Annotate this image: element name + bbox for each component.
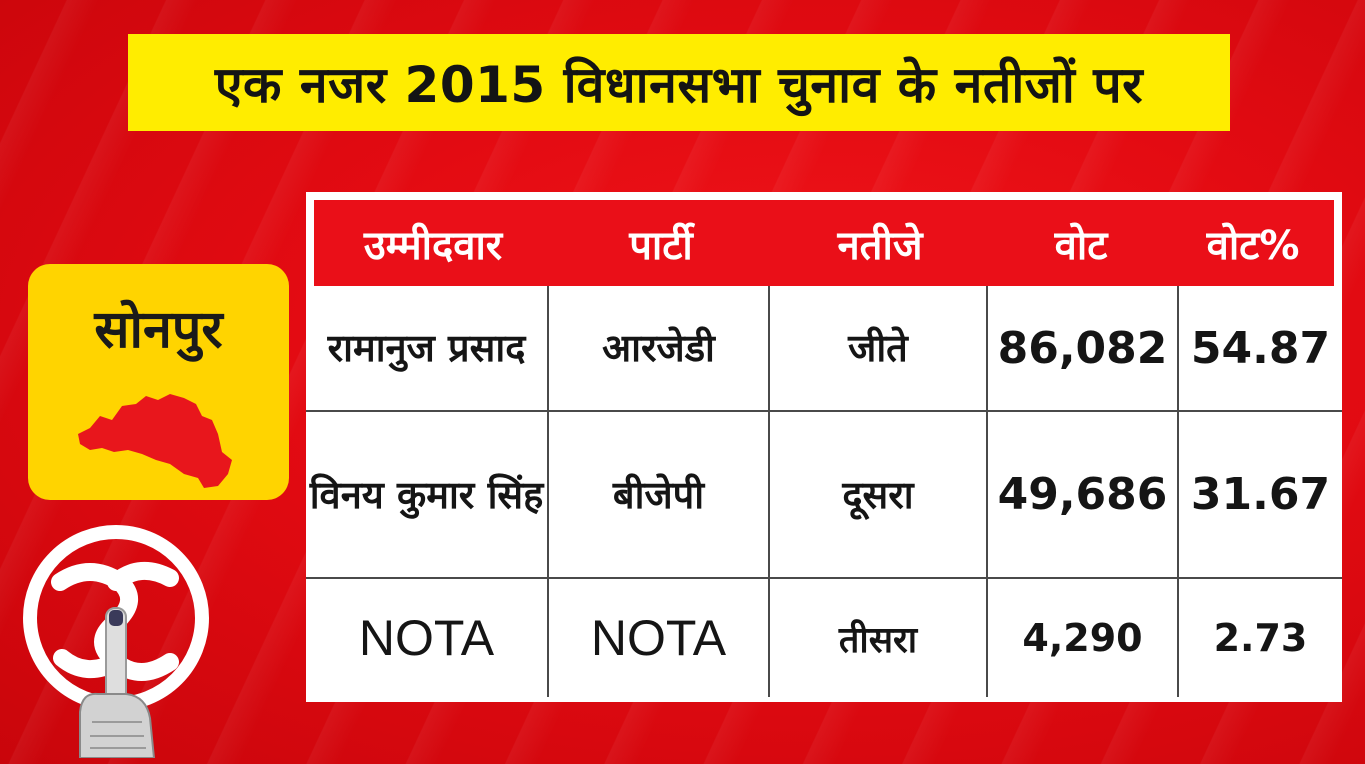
title-banner: एक नजर 2015 विधानसभा चुनाव के नतीजों पर bbox=[128, 34, 1230, 131]
header-result: नतीजे bbox=[837, 222, 923, 269]
cell-candidate: NOTA bbox=[306, 579, 549, 697]
header-party: पार्टी bbox=[629, 222, 693, 269]
header-votes: वोट bbox=[1054, 222, 1108, 269]
table-header: उम्मीदवार पार्टी नतीजे वोट वोट% bbox=[314, 200, 1334, 286]
cell-vote-percent: 2.73 bbox=[1213, 616, 1308, 660]
cell-result: जीते bbox=[770, 286, 988, 410]
cell-party: बीजेपी bbox=[549, 412, 770, 577]
cell-party: NOTA bbox=[549, 579, 770, 697]
cell-party: आरजेडी bbox=[549, 286, 770, 410]
cell-votes: 86,082 bbox=[988, 286, 1179, 410]
header-candidate: उम्मीदवार bbox=[363, 222, 503, 269]
page-title: एक नजर 2015 विधानसभा चुनाव के नतीजों पर bbox=[214, 55, 1144, 114]
cell-candidate: विनय कुमार सिंह bbox=[306, 412, 549, 577]
results-table: उम्मीदवार पार्टी नतीजे वोट वोट% रामानुज … bbox=[306, 192, 1342, 702]
cell-result: दूसरा bbox=[770, 412, 988, 577]
cell-votes: 4,290 bbox=[988, 579, 1179, 697]
constituency-card: सोनपुर bbox=[28, 264, 289, 500]
cell-vote-percent: 54.87 bbox=[1190, 322, 1331, 374]
election-commission-logo-icon bbox=[23, 525, 209, 758]
constituency-map-icon bbox=[78, 394, 232, 488]
cell-result: तीसरा bbox=[770, 579, 988, 697]
table-row: रामानुज प्रसाद आरजेडी जीते 86,082 54.87 bbox=[306, 286, 1342, 412]
constituency-name: सोनपुर bbox=[94, 300, 223, 360]
table-row: NOTA NOTA तीसरा 4,290 2.73 bbox=[306, 579, 1342, 697]
header-vote-percent: वोट% bbox=[1206, 222, 1300, 269]
cell-candidate: रामानुज प्रसाद bbox=[306, 286, 549, 410]
table-row: विनय कुमार सिंह बीजेपी दूसरा 49,686 31.6… bbox=[306, 412, 1342, 579]
cell-vote-percent: 31.67 bbox=[1190, 469, 1331, 520]
cell-votes: 49,686 bbox=[988, 412, 1179, 577]
